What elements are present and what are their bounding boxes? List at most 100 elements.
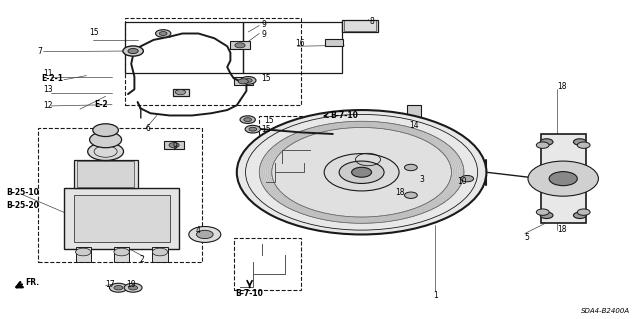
Bar (344, 20, 376, 31)
Circle shape (540, 139, 553, 145)
Text: 1: 1 (433, 291, 438, 300)
Text: 7: 7 (37, 47, 42, 56)
Circle shape (244, 78, 252, 82)
Circle shape (169, 143, 179, 148)
Bar (164, 141, 184, 149)
Bar (453, 173, 481, 184)
Text: 17: 17 (106, 280, 115, 289)
Text: 18: 18 (396, 189, 405, 197)
Circle shape (461, 175, 474, 182)
Text: 18: 18 (557, 82, 566, 91)
Bar (259, 116, 320, 185)
Text: 15: 15 (261, 125, 271, 134)
Bar (416, 180, 433, 187)
Text: E-2: E-2 (94, 100, 108, 109)
Circle shape (351, 167, 372, 177)
Circle shape (196, 230, 213, 239)
Circle shape (114, 286, 123, 290)
Text: 15: 15 (261, 74, 271, 83)
Circle shape (536, 142, 549, 148)
Bar (76, 247, 91, 262)
Text: 8: 8 (369, 17, 374, 26)
Text: E-2-1: E-2-1 (42, 74, 63, 83)
Bar (342, 20, 378, 32)
Text: B-25-10: B-25-10 (6, 189, 39, 197)
Text: B-7-10: B-7-10 (236, 289, 264, 298)
Text: 15: 15 (90, 28, 99, 37)
Circle shape (76, 248, 91, 256)
Text: 14: 14 (410, 121, 419, 130)
Text: 19: 19 (126, 280, 136, 289)
Text: B-7-10: B-7-10 (330, 111, 358, 120)
Text: 3: 3 (419, 175, 424, 184)
Circle shape (245, 125, 260, 133)
Bar (234, 238, 301, 290)
Bar (541, 134, 586, 223)
Circle shape (156, 30, 171, 37)
Circle shape (272, 128, 451, 217)
Circle shape (404, 192, 417, 198)
Circle shape (109, 283, 127, 292)
Bar (74, 160, 138, 188)
Circle shape (249, 127, 257, 131)
Bar (125, 22, 243, 73)
Circle shape (237, 110, 486, 234)
Circle shape (577, 142, 590, 148)
Bar (64, 188, 179, 249)
Text: 6: 6 (146, 124, 151, 133)
Bar (234, 77, 253, 85)
Bar (243, 22, 342, 73)
Circle shape (240, 116, 255, 123)
Bar (114, 247, 129, 262)
Bar (125, 18, 301, 105)
Circle shape (339, 161, 384, 183)
Bar (74, 195, 170, 242)
Circle shape (189, 226, 221, 242)
Circle shape (90, 132, 122, 148)
Circle shape (123, 46, 143, 56)
Text: B-25-20: B-25-20 (6, 201, 39, 210)
Text: 5: 5 (525, 233, 530, 242)
Circle shape (175, 90, 186, 95)
Circle shape (238, 79, 248, 84)
Text: 9: 9 (261, 20, 266, 29)
Circle shape (244, 118, 252, 122)
Bar (230, 41, 250, 49)
Text: 18: 18 (557, 225, 566, 234)
Circle shape (259, 121, 464, 223)
Text: 4: 4 (195, 226, 200, 235)
Text: 12: 12 (44, 101, 53, 110)
Circle shape (124, 283, 142, 292)
Circle shape (404, 164, 417, 171)
Text: 11: 11 (44, 69, 53, 78)
Text: 2: 2 (140, 256, 144, 264)
Text: 15: 15 (264, 116, 274, 125)
Text: 10: 10 (457, 177, 467, 186)
Circle shape (152, 248, 168, 256)
Circle shape (235, 43, 245, 48)
Circle shape (114, 248, 129, 256)
Text: 16: 16 (296, 39, 305, 48)
Circle shape (549, 172, 577, 186)
Text: 9: 9 (173, 142, 178, 151)
Circle shape (159, 32, 167, 35)
Circle shape (528, 161, 598, 196)
Text: 13: 13 (44, 85, 53, 94)
Circle shape (540, 212, 553, 219)
Text: 9: 9 (261, 30, 266, 39)
Circle shape (241, 77, 256, 84)
Circle shape (577, 209, 590, 215)
Bar (173, 89, 189, 96)
Circle shape (573, 139, 586, 145)
Circle shape (88, 143, 124, 160)
Circle shape (324, 154, 399, 191)
Text: SDA4-B2400A: SDA4-B2400A (581, 308, 630, 314)
Text: FR.: FR. (26, 278, 40, 287)
Bar (38, 128, 202, 262)
Bar (152, 247, 168, 262)
Circle shape (536, 209, 549, 215)
Circle shape (129, 286, 138, 290)
Bar (77, 161, 134, 187)
Circle shape (93, 124, 118, 137)
Bar (325, 39, 343, 46)
